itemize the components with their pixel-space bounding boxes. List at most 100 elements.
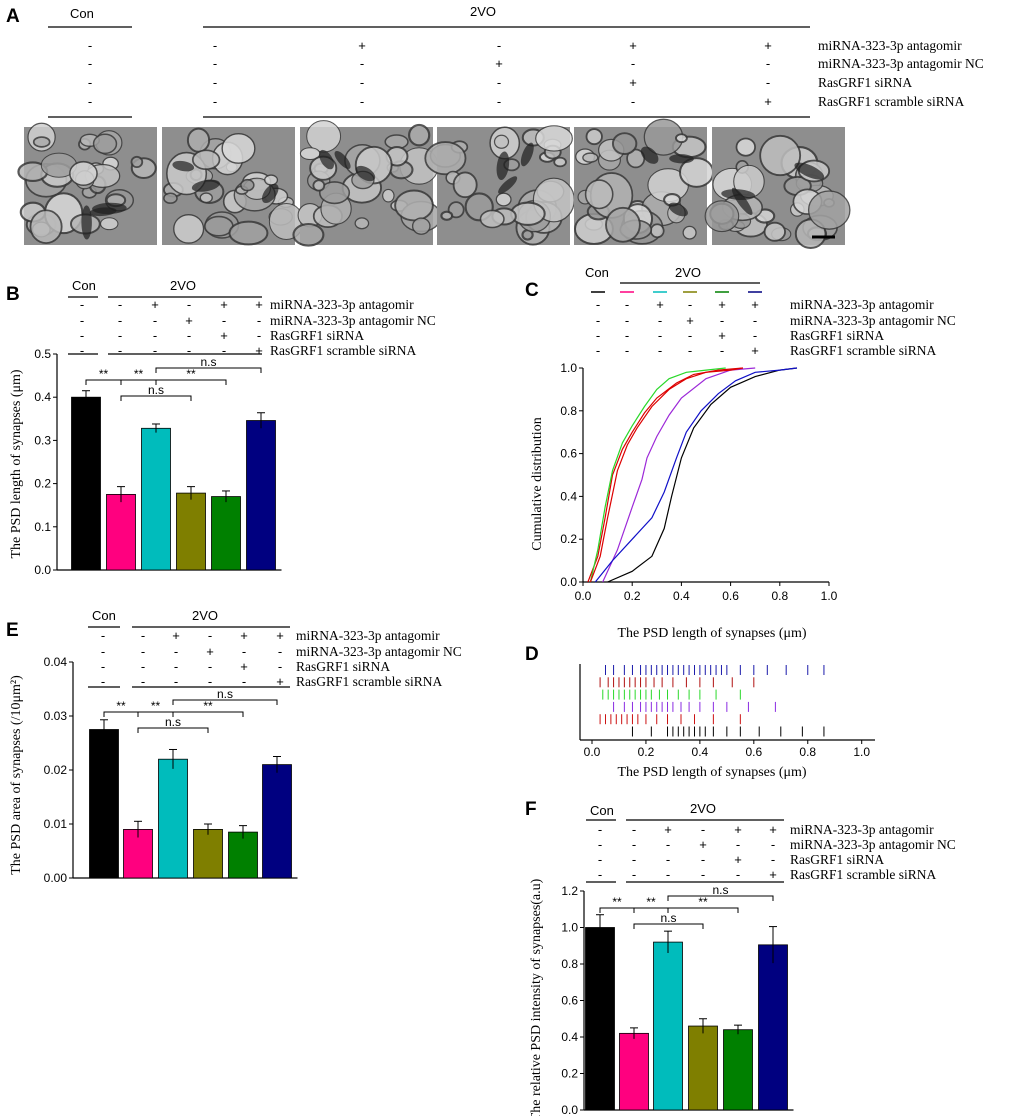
panel-e-mark-r1-c6: + [276,628,284,643]
panel-b-mark-r1-c1: - [80,297,84,312]
panel-e-sig-bracket-3 [172,711,244,717]
panel-c-mark-r1-c1: - [596,297,600,312]
panel-e-y-tick-label: 0.03 [44,709,68,723]
vesicle [32,136,51,148]
vesicle [221,132,256,164]
panel-e-sig-label-1: ** [116,699,126,713]
panel-e-y-tick-label: 0.02 [44,763,68,777]
panel-a-group-con: Con [70,6,94,21]
micrograph-3 [292,120,442,247]
vesicle [440,210,454,221]
panel-c-mark-r2-c3: - [658,313,662,328]
vesicle [649,223,665,239]
panel-c-row-label-2: miRNA-323-3p antagomir NC [790,313,956,328]
psd-density [261,183,279,204]
micrograph-5 [574,118,715,245]
panel-b-mark-r2-c2: - [118,313,122,328]
panel-b-bar-3 [141,427,171,571]
panel-e-mark-r1-c4: - [208,628,212,643]
panel-b-row-label-1: miRNA-323-3p antagomir [270,297,414,312]
panel-b-mark-r2-c1: - [80,313,84,328]
panel-a-mark-r1-c6: + [764,38,772,53]
panel-c-row-label-3: RasGRF1 siRNA [790,328,884,343]
psd-density [355,165,376,182]
panel-c-mark-r2-c2: - [625,313,629,328]
panel-a-header: Con 2VO miRNA-323-3p antagomir miRNA-323… [48,4,984,118]
panel-f-mark-r4-c1: - [598,867,602,882]
vesicle [29,209,63,245]
panel-f-mark-r1-c2: - [632,822,636,837]
micrograph-6 [704,127,851,249]
panel-c-series-line-5 [589,367,744,583]
panel-b-mark-r2-c5: - [222,313,226,328]
panel-f-mark-r3-c5: + [734,852,742,867]
panel-c-series-line-1 [607,367,798,583]
panel-c-row-label-1: miRNA-323-3p antagomir [790,297,934,312]
panel-a-mark-r4-c1: - [88,94,92,109]
psd-density [319,149,334,170]
panel-b-y-axis-title: The PSD length of synapses (μm) [9,369,24,558]
vesicle [69,160,98,187]
panel-c-y-tick-label: 0.6 [560,447,577,461]
panel-e-mark-r3-c6: - [278,659,282,674]
psd-density [498,176,518,194]
panel-letter-c: C [525,280,539,301]
panel-e-mark-r2-c6: - [278,644,282,659]
panel-b-group-con: Con [72,278,96,293]
panel-c-mark-r2-c6: - [753,313,757,328]
panel-a-mark-r2-c4: + [495,56,503,71]
panel-a-mark-r1-c3: + [358,38,366,53]
panel-e-mark-r4-c3: - [174,674,178,689]
vesicle [312,179,326,192]
panel-e-mark-r2-c2: - [141,644,145,659]
panel-e-mark-r4-c2: - [141,674,145,689]
panel-e-group-con: Con [92,608,116,623]
panel-f-mark-r2-c2: - [632,837,636,852]
panel-e-bar-1 [89,729,119,879]
panel-c-mark-r4-c2: - [625,343,629,358]
panel-b-mark-r1-c5: + [220,297,228,312]
panel-e-mark-r1-c5: + [240,628,248,643]
panel-c-x-tick-label: 1.0 [821,589,838,603]
panel-f-mark-r4-c6: + [769,867,777,882]
panel-b-row-label-2: miRNA-323-3p antagomir NC [270,313,436,328]
panel-c-mark-r1-c6: + [751,297,759,312]
panel-a-micrographs [17,118,851,249]
panel-b-bar-2 [106,493,136,571]
panel-d-x-tick-label: 0.8 [799,745,816,759]
vesicle [411,217,431,235]
panel-f-mark-r2-c4: + [699,837,707,852]
panel-c-mark-r3-c4: - [688,328,692,343]
panel-b-mark-r1-c2: - [118,297,122,312]
vesicle [163,192,178,204]
panel-e-mark-r2-c3: - [174,644,178,659]
vesicle [674,133,688,144]
panel-b-sig-label-3: ** [186,367,196,381]
panel-b-mark-r3-c2: - [118,328,122,343]
panel-f-mark-r2-c3: - [666,837,670,852]
panel-c-row-label-4: RasGRF1 scramble siRNA [790,343,936,358]
panel-c-mark-r3-c3: - [658,328,662,343]
panel-a-mark-r3-c4: - [497,75,501,90]
panel-e-mark-r3-c2: - [141,659,145,674]
panel-c-mark-r1-c3: + [656,297,664,312]
panel-e-y-tick-label: 0.00 [44,871,68,885]
panel-e-sig-label-2: ** [151,699,161,713]
panel-b-row-label-4: RasGRF1 scramble siRNA [270,343,416,358]
panel-e-mark-r4-c4: - [208,674,212,689]
panel-f-mark-r3-c2: - [632,852,636,867]
panel-b-y-tick-label: 0.4 [34,390,51,404]
panel-b-mark-r4-c1: - [80,343,84,358]
vesicle [582,152,599,163]
panel-b-mark-r4-c6: + [255,343,263,358]
vesicle [100,217,119,231]
vesicle [452,171,478,199]
panel-f-mark-r3-c4: - [701,852,705,867]
panel-c-y-tick-label: 0.8 [560,404,577,418]
panel-b-mark-r2-c3: - [153,313,157,328]
vesicle [553,156,567,168]
psd-density [520,142,534,167]
panel-f-y-tick-label: 1.0 [561,921,578,935]
panel-c-y-tick-label: 1.0 [560,361,577,375]
panel-f-bar-5 [723,1029,753,1111]
